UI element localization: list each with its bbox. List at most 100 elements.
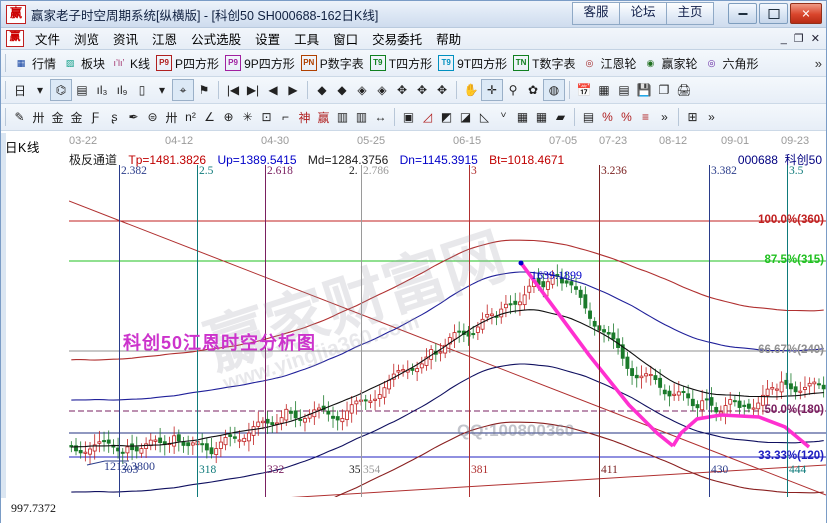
- target-icon[interactable]: ⊕: [223, 110, 234, 124]
- chart-area[interactable]: 日K线 03-22 04-12 04-30 05-25 06-15 07-05 07-23 0…: [1, 131, 826, 526]
- last-page-icon[interactable]: ▶|: [246, 83, 260, 97]
- fork-line-icon[interactable]: 卅: [32, 110, 45, 125]
- toolbar-button-tn-table[interactable]: TN T数字表: [510, 54, 578, 73]
- flower-icon[interactable]: ✿: [527, 83, 539, 97]
- toolbar-button-p9-square2[interactable]: P9 9P四方形: [222, 54, 298, 73]
- cycle-icon[interactable]: ⌬: [50, 79, 72, 101]
- fan-box-icon[interactable]: ◩: [440, 110, 453, 124]
- toolbar-button-blocks[interactable]: ▨ 板块: [59, 54, 108, 73]
- maximize-button[interactable]: [759, 3, 788, 24]
- print-icon[interactable]: 🖨: [676, 83, 692, 97]
- gold-ratio2-icon[interactable]: 金: [70, 110, 83, 125]
- next-icon[interactable]: ▶: [288, 83, 298, 97]
- ma9-icon[interactable]: ıl₉: [116, 83, 128, 97]
- zoom-v-icon[interactable]: ◈: [377, 83, 387, 97]
- dropdown-2-icon[interactable]: ▾: [158, 83, 166, 97]
- first-page-icon[interactable]: |◀: [226, 83, 240, 97]
- ruler2-icon[interactable]: ▥: [355, 110, 368, 124]
- toolbar-button-t9-square[interactable]: T9 T四方形: [367, 54, 435, 73]
- customer-service-button[interactable]: 客服: [572, 2, 620, 25]
- toolbar-button-gann-wheel[interactable]: ◎ 江恩轮: [578, 54, 639, 73]
- toolbar-button-hexagon[interactable]: ◎ 六角形: [701, 54, 762, 73]
- grid-box2-icon[interactable]: ▦: [535, 110, 548, 124]
- ying-icon[interactable]: 赢: [317, 110, 330, 125]
- save-icon[interactable]: 💾: [636, 83, 652, 97]
- ma3-icon[interactable]: ıl₃: [96, 83, 108, 97]
- save-layout-icon[interactable]: 日: [13, 83, 26, 98]
- pct-line-icon[interactable]: %: [602, 110, 613, 124]
- toolbar-button-kline[interactable]: ıʼlıʼ K线: [108, 54, 153, 73]
- pct-rows-icon[interactable]: ≡: [641, 110, 649, 124]
- gold-ratio-icon[interactable]: 金: [51, 110, 64, 125]
- toolbar-button-pn-table[interactable]: PN P数字表: [298, 54, 367, 73]
- homepage-button[interactable]: 主页: [666, 2, 714, 25]
- zoom-h-icon[interactable]: ◈: [357, 83, 367, 97]
- grid-box-icon[interactable]: ▦: [516, 110, 529, 124]
- doc-close-button[interactable]: ✕: [810, 33, 820, 45]
- forum-button[interactable]: 论坛: [619, 2, 667, 25]
- pattern-icon[interactable]: ⌖: [172, 79, 194, 101]
- spiral-icon[interactable]: ʂ: [111, 110, 118, 124]
- price-plot[interactable]: 2.382 2.5 2.618 2. 2.786 3 3.236 3.382 3.5 100.0…: [69, 165, 826, 497]
- close-button[interactable]: ✕: [790, 3, 822, 24]
- table-tool-icon[interactable]: ⊞: [687, 110, 698, 124]
- angle-icon[interactable]: ∠: [204, 110, 215, 124]
- menu-item-browse[interactable]: 浏览: [74, 33, 100, 47]
- fan-red-icon[interactable]: ◿: [422, 110, 433, 124]
- ladder-icon[interactable]: ▤: [582, 110, 595, 124]
- copy-icon[interactable]: ❐: [658, 83, 670, 97]
- dropdown-1-icon[interactable]: ▾: [36, 83, 44, 97]
- menu-item-news[interactable]: 资讯: [113, 33, 139, 47]
- expand-icon[interactable]: ✥: [416, 83, 428, 97]
- minimize-button[interactable]: [728, 3, 757, 24]
- measure-icon[interactable]: ⚲: [508, 83, 518, 97]
- grid-lines-icon[interactable]: 卅: [165, 110, 178, 125]
- ruler-icon[interactable]: ▥: [336, 110, 349, 124]
- span-icon[interactable]: ↔: [374, 110, 387, 124]
- toolbar-button-t9-square2[interactable]: T9 9T四方形: [435, 54, 510, 73]
- toolbar-button-p9-square[interactable]: P9 P四方形: [153, 54, 222, 73]
- shift-right-icon[interactable]: ◆: [337, 83, 347, 97]
- crosshair-icon[interactable]: ✛: [481, 79, 503, 101]
- shift-left-icon[interactable]: ◆: [317, 83, 327, 97]
- menu-item-formula-screen[interactable]: 公式选股: [191, 33, 242, 47]
- f-scale-icon[interactable]: Ƒ: [91, 110, 100, 124]
- overflow-1[interactable]: »: [661, 110, 668, 124]
- menu-item-settings[interactable]: 设置: [255, 33, 281, 47]
- fan-lines-icon[interactable]: ◺: [479, 110, 490, 124]
- menu-item-file[interactable]: 文件: [35, 33, 61, 47]
- candle-width-icon[interactable]: ▯: [138, 83, 146, 97]
- menu-item-tools[interactable]: 工具: [294, 33, 320, 47]
- fit-icon[interactable]: ✥: [396, 83, 408, 97]
- menu-item-help[interactable]: 帮助: [436, 33, 462, 47]
- toolbar-button-winner-wheel[interactable]: ◉ 赢家轮: [639, 54, 700, 73]
- percent-icon[interactable]: %: [621, 110, 632, 124]
- hand-tool-icon[interactable]: ✋: [463, 83, 479, 97]
- circle-scale-icon[interactable]: ⊜: [147, 110, 158, 124]
- flag-icon[interactable]: ⚑: [198, 83, 210, 97]
- menu-item-gann[interactable]: 江恩: [152, 33, 178, 47]
- slant-grid-icon[interactable]: ▰: [555, 110, 566, 124]
- toolbar-button-grid-quote[interactable]: ▦ 行情: [10, 54, 59, 73]
- prev-icon[interactable]: ◀: [268, 83, 278, 97]
- toolbar-overflow-button[interactable]: »: [814, 55, 822, 71]
- box-icon[interactable]: ⊡: [261, 110, 272, 124]
- zigzag-icon[interactable]: ⱽ: [500, 110, 507, 124]
- overflow-2[interactable]: »: [708, 110, 715, 124]
- step-icon[interactable]: ⌐: [281, 110, 289, 124]
- menu-item-window[interactable]: 窗口: [333, 33, 359, 47]
- collapse-icon[interactable]: ✥: [436, 83, 448, 97]
- calendar-icon[interactable]: 📅: [576, 83, 592, 97]
- calculator-icon[interactable]: ▦: [598, 83, 610, 97]
- note-icon[interactable]: ▤: [76, 83, 88, 97]
- n2-icon[interactable]: n²: [185, 110, 196, 124]
- fan-box2-icon[interactable]: ◪: [459, 110, 472, 124]
- rocket-icon[interactable]: ✒: [128, 110, 139, 124]
- menu-item-trade[interactable]: 交易委托: [372, 33, 423, 47]
- doc-restore-button[interactable]: ❐: [793, 33, 804, 45]
- report-icon[interactable]: ▤: [618, 83, 630, 97]
- rect-tool-icon[interactable]: ▣: [402, 110, 415, 124]
- pen-draw-icon[interactable]: ✎: [14, 110, 25, 124]
- brain-icon[interactable]: ◍: [543, 79, 565, 101]
- star-burst-icon[interactable]: ✳: [242, 110, 253, 124]
